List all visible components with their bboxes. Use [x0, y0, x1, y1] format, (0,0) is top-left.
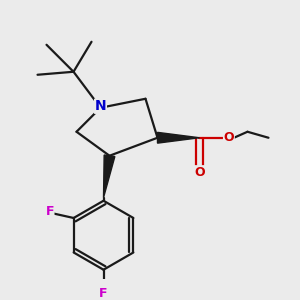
- Text: N: N: [95, 99, 106, 113]
- Text: O: O: [194, 166, 205, 179]
- Polygon shape: [158, 132, 200, 143]
- Polygon shape: [103, 155, 115, 198]
- Text: F: F: [45, 206, 54, 218]
- Text: F: F: [99, 287, 108, 300]
- Text: O: O: [224, 131, 234, 144]
